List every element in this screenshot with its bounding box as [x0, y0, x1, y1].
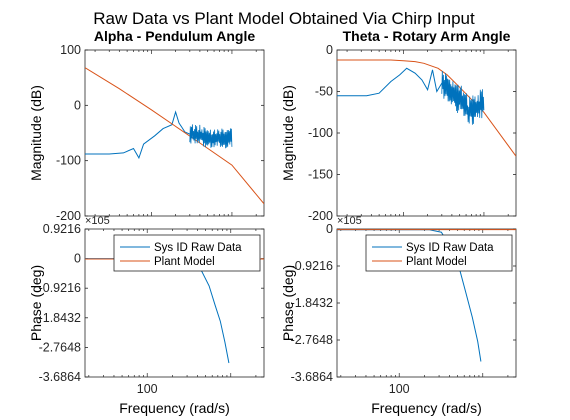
y-exponent-label: ×105 — [85, 215, 110, 227]
y-tick-label: 100 — [60, 43, 81, 57]
y-tick-label: -1.8432 — [291, 296, 333, 310]
x-tick-label: 100 — [389, 382, 410, 396]
x-axis-label: Frequency (rad/s) — [119, 400, 229, 416]
x-axis-label: Frequency (rad/s) — [371, 400, 481, 416]
subplot-title: Alpha - Pendulum Angle — [94, 28, 255, 44]
legend-entry: Plant Model — [406, 256, 467, 268]
y-tick-label: -0.9216 — [291, 259, 333, 273]
y-tick-label: -50 — [315, 85, 333, 99]
y-tick-label: 0.9216 — [43, 222, 81, 236]
y-tick-label: -100 — [56, 154, 81, 168]
y-tick-label: 0 — [326, 222, 333, 236]
y-tick-label: -2.7648 — [39, 340, 81, 354]
axes-box — [336, 49, 517, 217]
y-axis-label: Magnitude (dB) — [280, 85, 296, 181]
legend-box — [365, 234, 513, 272]
series-line-raw — [85, 258, 230, 364]
series-line-model — [337, 59, 516, 157]
y-axis-label: Magnitude (dB) — [28, 85, 44, 181]
series-line-raw-noise — [441, 70, 485, 125]
subplot-title: Theta - Rotary Arm Angle — [343, 28, 511, 44]
y-tick-label: 0 — [74, 252, 81, 266]
legend-entry: Sys ID Raw Data — [154, 242, 242, 254]
y-tick-label: 0 — [74, 98, 81, 112]
legend-entry: Plant Model — [154, 256, 215, 268]
y-axis-label: Phase (deg) — [280, 265, 296, 341]
legend-box — [113, 234, 261, 272]
y-axis-label: Phase (deg) — [28, 265, 44, 341]
y-exponent-label: ×105 — [337, 215, 362, 227]
y-tick-label: -2.7648 — [291, 333, 333, 347]
y-tick-label: -3.6864 — [39, 370, 81, 384]
y-tick-label: -200 — [56, 209, 81, 223]
series-line-model — [85, 67, 264, 205]
y-tick-label: -100 — [308, 126, 333, 140]
axes-box — [84, 228, 265, 378]
figure-title: Raw Data vs Plant Model Obtained Via Chi… — [93, 9, 475, 28]
series-line-raw-noise — [189, 124, 233, 149]
y-tick-label: -3.6864 — [291, 370, 333, 384]
x-tick-label: 100 — [137, 382, 158, 396]
y-tick-label: -1.8432 — [39, 311, 81, 325]
legend-entry: Sys ID Raw Data — [406, 242, 494, 254]
axes-box — [84, 49, 265, 217]
y-tick-label: -0.9216 — [39, 281, 81, 295]
y-tick-label: -150 — [308, 168, 333, 182]
y-tick-label: 0 — [326, 43, 333, 57]
y-tick-label: -200 — [308, 209, 333, 223]
